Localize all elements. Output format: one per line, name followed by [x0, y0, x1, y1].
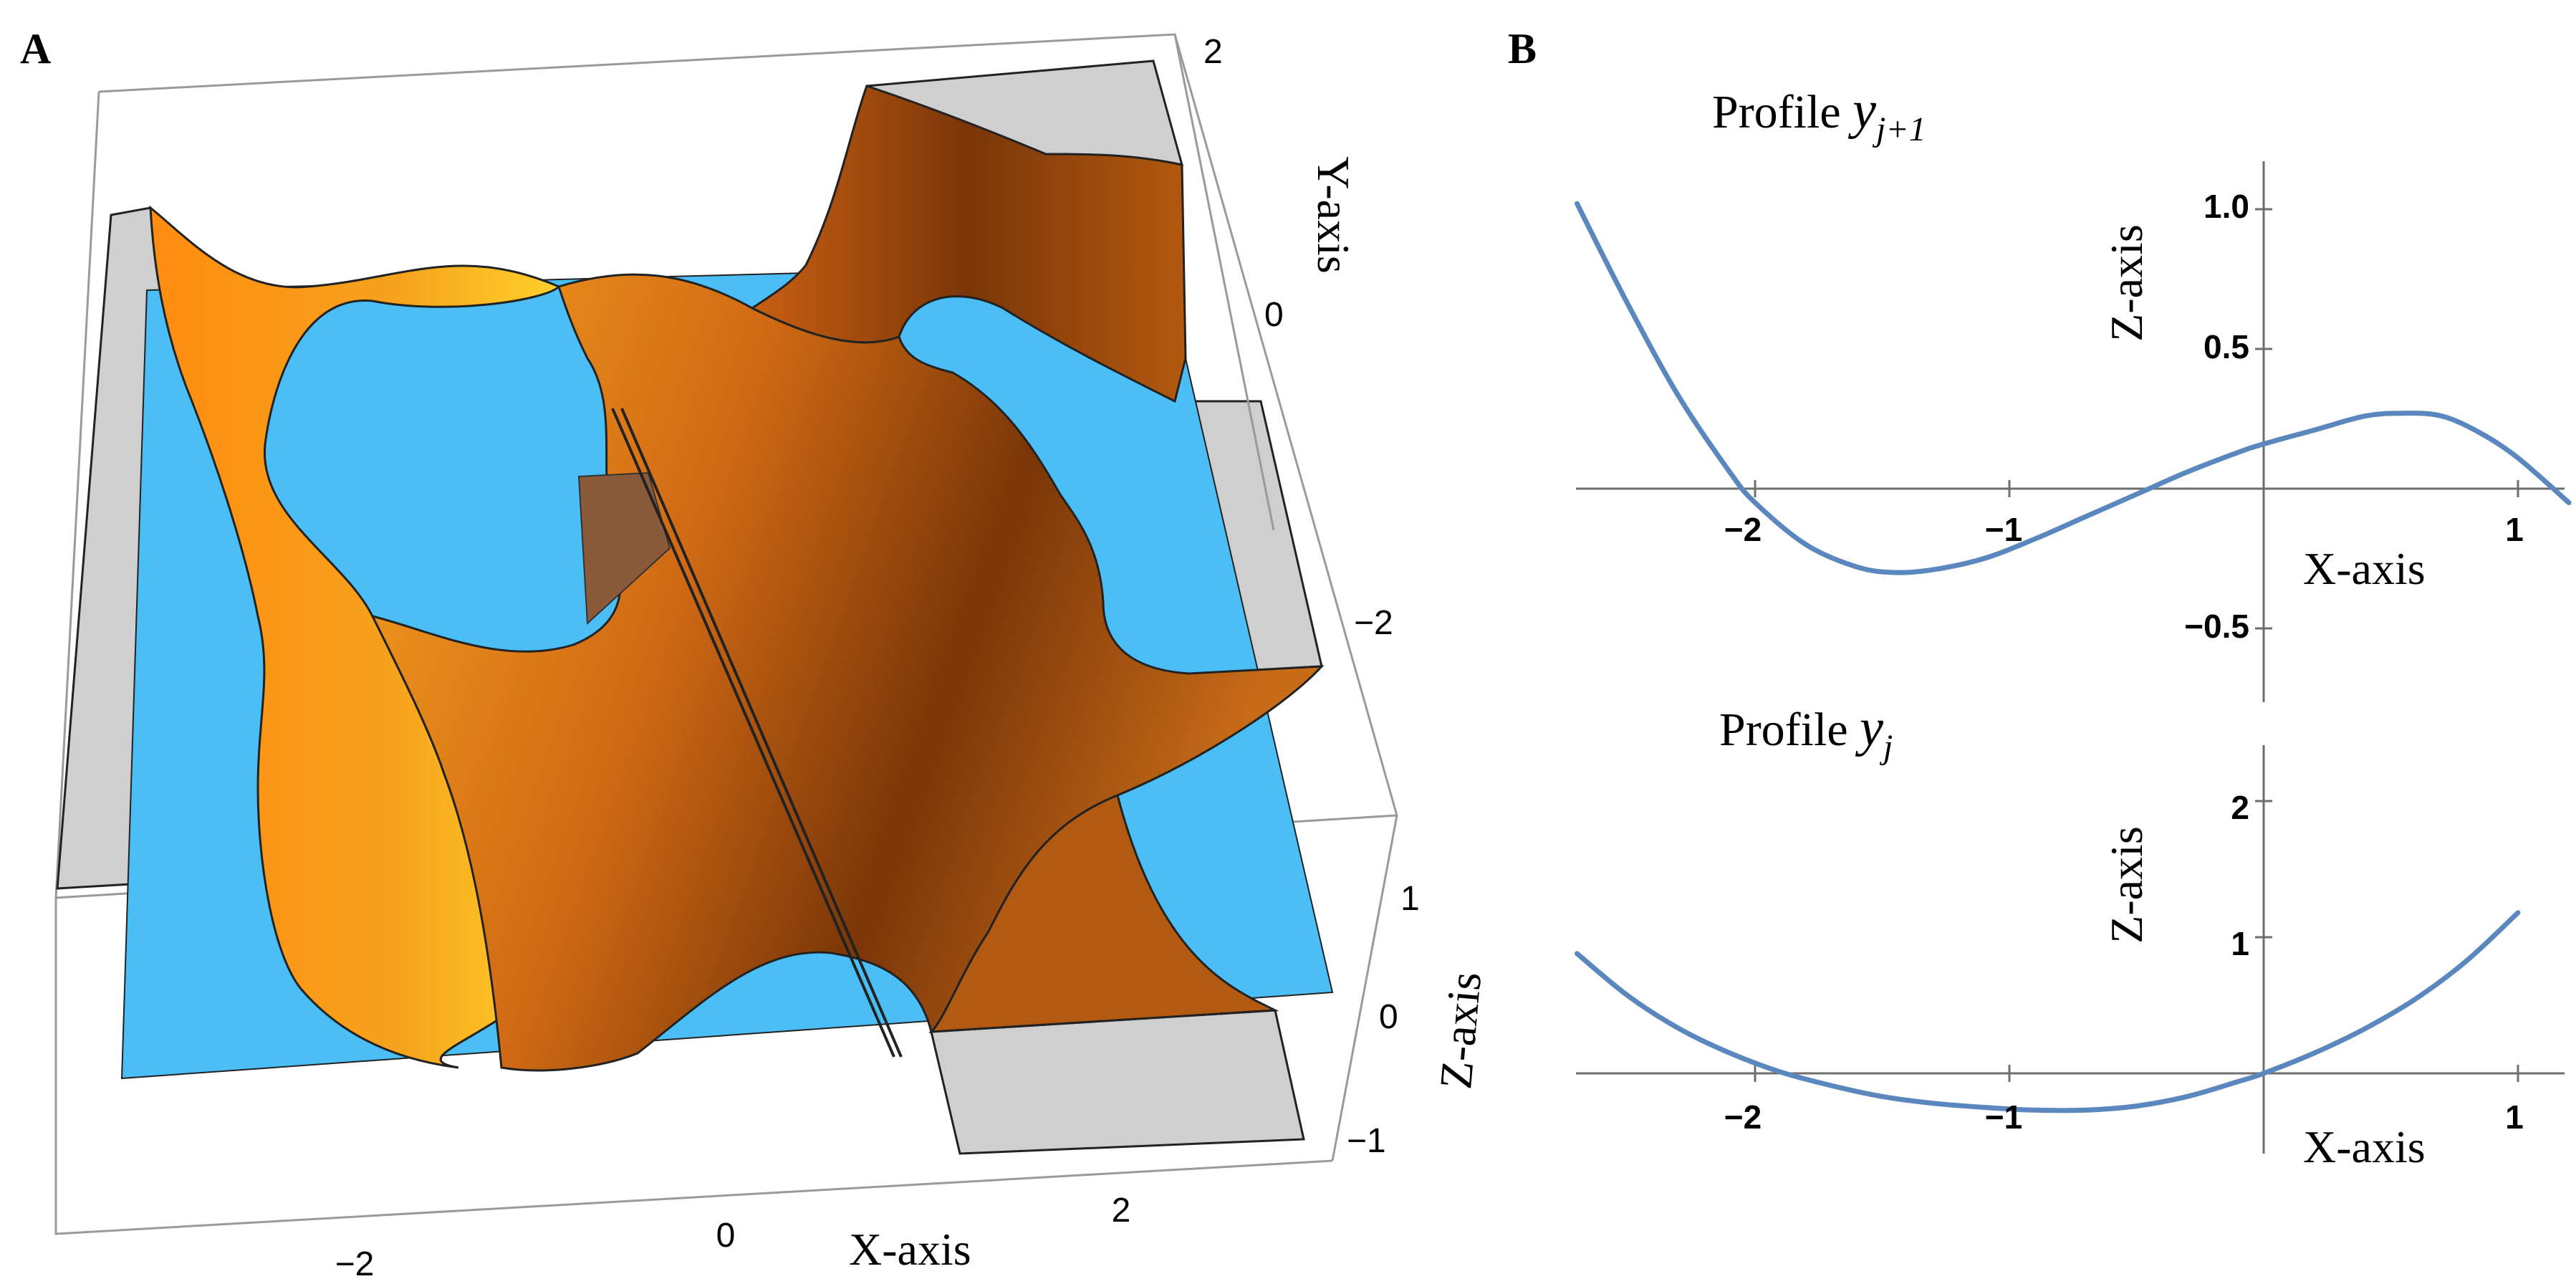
chart-bottom-ticks	[1754, 800, 2519, 1082]
z-tick-a-2: 0	[1379, 998, 1398, 1036]
chart-top-x-tick-3: 1	[2505, 511, 2524, 548]
chart-top-curve	[1575, 201, 2572, 575]
chart-bottom-curve	[1575, 910, 2521, 1113]
y-axis-ticks-3d: 2 0 −2	[1203, 33, 1393, 642]
chart-top-x-tick-1: −2	[1724, 511, 1762, 548]
chart-bottom-title-text: Profile	[1719, 704, 1860, 756]
z-axis-label-a: Z-axis	[1430, 970, 1491, 1091]
chart-top-y-tick-3: −0.5	[2184, 608, 2249, 645]
y-axis-label-a: Y-axis	[1308, 156, 1359, 274]
chart-top-title-sub: j+1	[1872, 110, 1926, 148]
orange-brown-wall	[750, 85, 1187, 403]
chart-top-x-label: X-axis	[2303, 543, 2426, 594]
chart-bottom-x-label: X-axis	[2303, 1121, 2426, 1172]
panel-b-letter: B	[1508, 25, 1537, 72]
brown-square-patch	[577, 471, 671, 626]
orange-ridge	[370, 273, 1325, 1072]
chart-bottom-x-tick-1: −2	[1724, 1098, 1762, 1136]
x-tick-a-2: 0	[716, 1217, 736, 1255]
chart-bottom-y-tick-2: 1	[2231, 925, 2249, 962]
chart-bottom: Profile yj −2 −1 1 2 1 X-axis Z-axis	[1575, 699, 2565, 1172]
chart-top-y-tick-1: 1.0	[2203, 188, 2249, 225]
orange-bottom-wall	[928, 793, 1279, 1033]
chart-top: Profile yj+1 −2 −1 1 1.0 0.5 −0.5 X-axis…	[1575, 81, 2572, 702]
x-tick-a-1: −2	[335, 1245, 375, 1283]
x-axis-label-a: X-axis	[849, 1224, 971, 1275]
z-tick-a-3: −1	[1347, 1122, 1386, 1160]
panel-b: B Profile yj+1 −2 −1 1 1.0 0.5 −0.5 X-ax…	[1508, 25, 2572, 1172]
y-tick-a-3: −2	[1354, 604, 1393, 642]
chart-top-title-var: y	[1847, 81, 1876, 140]
chart-top-title: Profile yj+1	[1712, 81, 1926, 148]
chart-top-y-label: Z-axis	[2101, 224, 2152, 342]
chart-top-x-tick-2: −1	[1985, 511, 2022, 548]
y-tick-a-2: 0	[1264, 296, 1284, 334]
panel-a: A	[20, 25, 1491, 1283]
chart-top-title-text: Profile	[1712, 86, 1852, 138]
chart-top-ticks	[1754, 208, 2519, 630]
surface-annotations	[577, 408, 903, 1058]
chart-top-y-tick-2: 0.5	[2203, 328, 2249, 365]
orange-surface	[149, 85, 1325, 1072]
x-axis-ticks-3d: −2 0 2	[335, 1192, 1131, 1283]
x-tick-a-3: 2	[1112, 1192, 1131, 1230]
needle-line-1	[611, 408, 895, 1058]
chart-bottom-y-label: Z-axis	[2101, 826, 2152, 944]
bounding-box-front	[54, 34, 1333, 1235]
needle-line-2	[620, 408, 903, 1058]
chart-bottom-title-var: y	[1855, 699, 1883, 757]
y-tick-a-1: 2	[1203, 33, 1223, 71]
panel-a-letter: A	[20, 25, 51, 72]
z-tick-a-1: 1	[1400, 880, 1420, 918]
gray-cap-bottom	[930, 1009, 1305, 1155]
chart-bottom-y-tick-1: 2	[2231, 789, 2249, 826]
chart-bottom-title: Profile yj	[1719, 699, 1893, 766]
chart-bottom-x-tick-3: 1	[2505, 1098, 2524, 1136]
chart-bottom-x-tick-2: −1	[1985, 1098, 2022, 1136]
z-axis-ticks-3d: 1 0 −1	[1347, 880, 1420, 1160]
